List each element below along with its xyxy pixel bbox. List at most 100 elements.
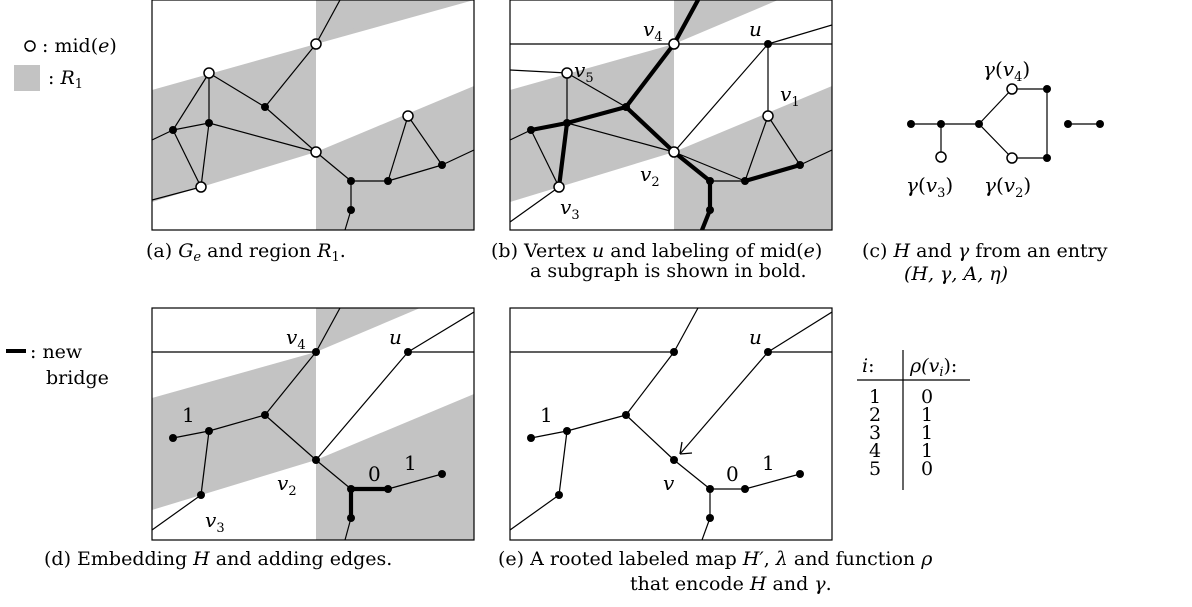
mid-vertex bbox=[310, 146, 322, 158]
vertex bbox=[706, 485, 714, 493]
edges bbox=[510, 308, 832, 540]
bold-subgraph bbox=[528, 0, 803, 230]
vertex bbox=[438, 470, 446, 478]
table-rows: 1 02 13 14 15 0 bbox=[869, 386, 933, 480]
vertex bbox=[706, 514, 714, 522]
vertex bbox=[741, 177, 749, 185]
edges bbox=[152, 308, 474, 540]
vertex-labels: v4 u v5 v1 v2 v3 bbox=[560, 17, 800, 223]
vertex bbox=[205, 119, 213, 127]
region-band bbox=[152, 44, 316, 202]
caption-c-line2: (H, γ, A, η) bbox=[904, 263, 1008, 285]
vertex bbox=[347, 206, 355, 214]
region-band bbox=[674, 0, 778, 44]
edge-label-1: 1 bbox=[762, 451, 775, 475]
edge-label-0: 0 bbox=[726, 462, 739, 486]
vertex bbox=[347, 485, 355, 493]
panel-b: v4 u v5 v1 v2 v3 bbox=[509, 0, 833, 231]
table-header-i: i: bbox=[862, 355, 874, 377]
edge-label-0: 0 bbox=[368, 462, 381, 486]
label-v2: v2 bbox=[277, 471, 297, 499]
vertex bbox=[907, 120, 915, 128]
mid-vertex bbox=[1006, 83, 1018, 95]
table-cell-rho: 0 bbox=[921, 386, 933, 408]
mid-vertex bbox=[935, 151, 947, 163]
vertex bbox=[563, 119, 571, 127]
table-cell-rho: 0 bbox=[921, 458, 933, 480]
vertex bbox=[706, 206, 714, 214]
vertex bbox=[527, 126, 535, 134]
region-band bbox=[152, 352, 316, 510]
panel-frame bbox=[151, 307, 475, 541]
label-u: u bbox=[389, 325, 402, 349]
table-cell-rho: 1 bbox=[921, 422, 933, 444]
vertex bbox=[347, 177, 355, 185]
vertex bbox=[670, 456, 678, 464]
legend-bridge-label-1: : new bbox=[30, 341, 83, 363]
label-v4: v4 bbox=[643, 17, 663, 45]
caption-a: (a) Ge and region R1. bbox=[146, 240, 346, 265]
vertex bbox=[796, 470, 804, 478]
edges bbox=[152, 0, 474, 230]
label-v4: v4 bbox=[286, 325, 306, 353]
caption-e-line2: that encode H and γ. bbox=[630, 573, 832, 595]
vertex bbox=[937, 120, 945, 128]
vertices bbox=[527, 38, 804, 214]
vertex bbox=[1043, 154, 1051, 162]
legend-region-name: R bbox=[59, 67, 74, 89]
panel-frame bbox=[151, 0, 475, 231]
edge-label-1: 1 bbox=[540, 403, 553, 427]
table-cell-i: 3 bbox=[869, 422, 881, 444]
vertex bbox=[1096, 120, 1104, 128]
table-cell-i: 5 bbox=[869, 458, 881, 480]
legend-mid-var: e bbox=[98, 35, 109, 57]
captions-bottom: (d) Embedding H and adding edges. (e) A … bbox=[44, 548, 933, 595]
edge-label-1: 1 bbox=[404, 451, 417, 475]
label-v: v bbox=[663, 471, 675, 495]
vertex bbox=[741, 485, 749, 493]
mid-vertex bbox=[1006, 152, 1018, 164]
vertex bbox=[670, 348, 678, 356]
mid-vertex bbox=[762, 110, 774, 122]
captions-top: (a) Ge and region R1. (b) Vertex u and l… bbox=[146, 240, 1108, 285]
region-band bbox=[510, 44, 674, 202]
region-band bbox=[316, 308, 420, 352]
vertex bbox=[438, 161, 446, 169]
vertex bbox=[622, 103, 630, 111]
region-band bbox=[316, 176, 474, 230]
new-bridges bbox=[348, 486, 388, 518]
vertex bbox=[169, 126, 177, 134]
legend-mid-label: : mid( bbox=[42, 35, 98, 57]
vertex bbox=[384, 177, 392, 185]
mid-vertex-legend-icon bbox=[24, 40, 36, 52]
label-u: u bbox=[749, 325, 762, 349]
table-cell-i: 4 bbox=[869, 440, 881, 462]
mid-vertex bbox=[553, 181, 565, 193]
vertex bbox=[197, 491, 205, 499]
caption-d: (d) Embedding H and adding edges. bbox=[44, 548, 392, 570]
label-u: u bbox=[749, 17, 762, 41]
mid-vertex bbox=[310, 38, 322, 50]
legend-mid-close: ) bbox=[109, 35, 116, 57]
vertex bbox=[312, 456, 320, 464]
vertex bbox=[796, 161, 804, 169]
vertex bbox=[1064, 120, 1072, 128]
label-v3: v3 bbox=[560, 195, 580, 223]
caption-c-line1: (c) H and γ from an entry bbox=[862, 240, 1108, 262]
panel-d: v4 u v2 v3 1 0 1 bbox=[151, 307, 475, 541]
vertex-labels: v4 u v2 v3 1 0 1 bbox=[182, 325, 417, 536]
legend: : mid(e) : R1 : new bridge bbox=[6, 35, 117, 389]
label-v5: v5 bbox=[574, 58, 594, 86]
vertex bbox=[1043, 85, 1051, 93]
mid-vertex bbox=[668, 146, 680, 158]
vertex bbox=[555, 491, 563, 499]
svg-text:: mid(e): : mid(e) bbox=[42, 35, 117, 57]
edges bbox=[911, 88, 1100, 159]
region-band bbox=[316, 0, 420, 44]
label-gamma-v4: γ(v4) bbox=[983, 57, 1030, 85]
vertex bbox=[622, 411, 630, 419]
gamma-labels: γ(v4) γ(v3) γ(v2) bbox=[906, 57, 1031, 201]
root-arrow-icon bbox=[679, 441, 693, 455]
mid-vertex bbox=[203, 67, 215, 79]
